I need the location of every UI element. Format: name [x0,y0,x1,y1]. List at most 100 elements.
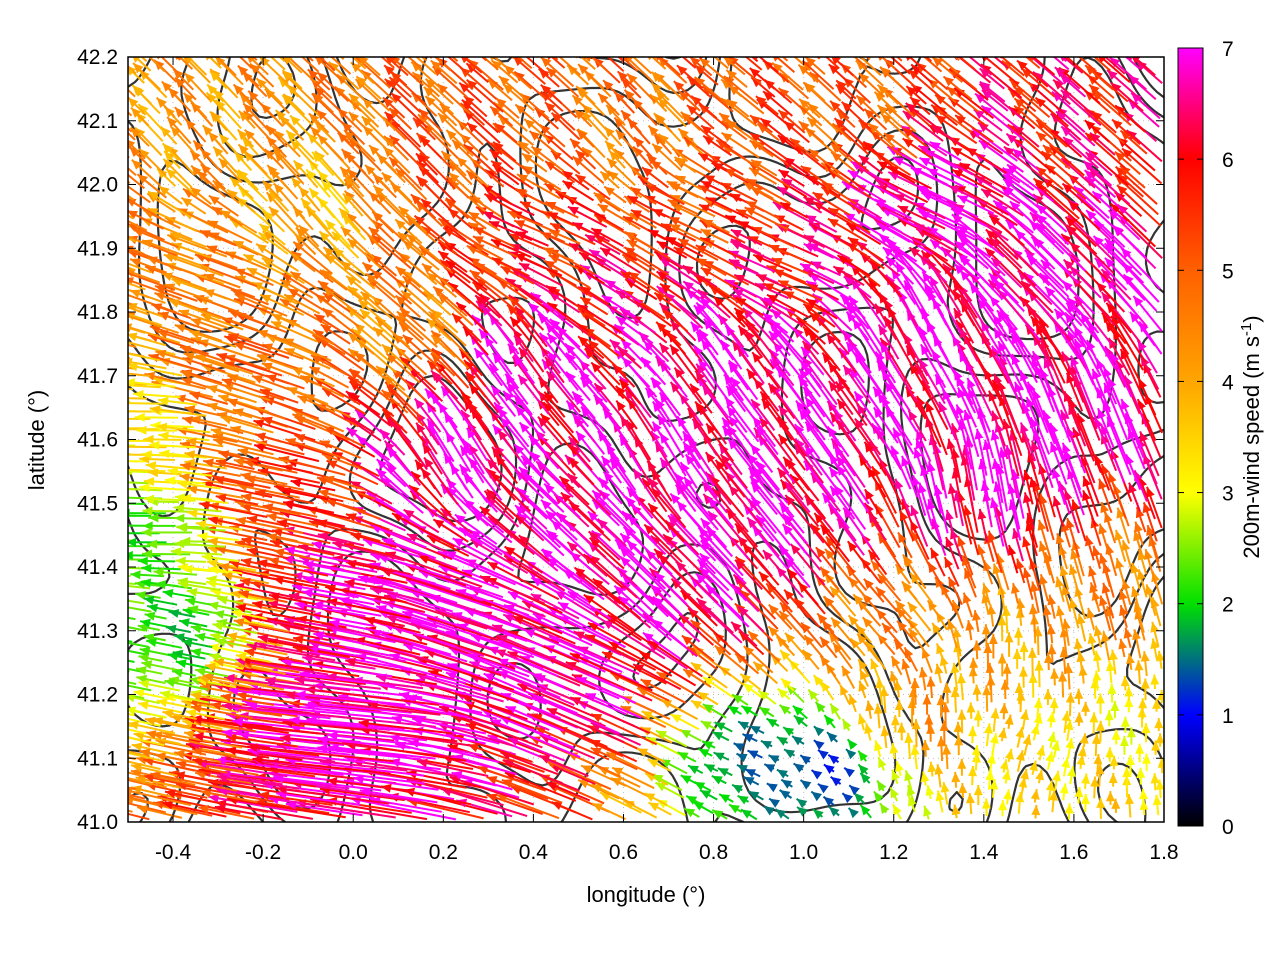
wind-vector-head [1124,697,1134,707]
wind-vector-head [902,581,912,592]
wind-vector-head [808,689,819,701]
wind-vector-head [1074,787,1084,798]
wind-vector-head [691,700,702,710]
wind-vector-head [364,616,376,626]
wind-vector-shaft [614,538,666,590]
wind-vector-head [133,731,145,741]
wind-vector-shaft [514,504,561,549]
wind-vector-head [731,621,742,633]
wind-vector-head [503,614,515,623]
wind-vector-head [592,803,604,812]
wind-vector-head [663,534,674,545]
wind-vector-head [569,502,580,513]
wind-vector-head [982,583,991,595]
wind-vector-head [85,468,95,477]
wind-vector-head [677,752,689,761]
wind-vector-shaft [198,768,316,788]
wind-vector-head [1002,663,1012,674]
wind-vector-head [75,397,85,406]
wind-vector-head [753,661,764,672]
wind-vector-head [1052,770,1061,782]
wind-vector-head [133,689,145,698]
wind-vector-head [1085,535,1094,547]
wind-vector-head [303,560,314,570]
wind-vector-shaft [200,769,283,786]
wind-vector-head [796,798,808,809]
wind-vector-head [170,547,182,557]
wind-vector-shaft [784,494,825,544]
wind-vector-shaft [584,633,657,671]
wind-vector-head [417,758,428,768]
wind-vector-head [1139,789,1149,800]
wind-vector-head [159,690,171,699]
wind-vector-shaft [426,616,499,642]
wind-vector-shaft [407,799,484,820]
wind-vector-head [733,574,744,585]
wind-vector-head [696,598,707,609]
wind-vector-shaft [310,798,428,821]
wind-vector-shaft [227,688,331,704]
wind-vector-head [780,479,791,491]
wind-vector-head [241,536,253,546]
wind-vector-head [391,715,403,725]
wind-vector-head [977,508,987,520]
wind-vector-head [81,713,92,722]
wind-vector-shaft [190,705,253,719]
wind-vector-head [813,809,824,820]
wind-vector-head [644,524,655,535]
wind-vector-head [732,784,743,794]
wind-vector-head [247,701,258,711]
wind-vector-head [165,624,177,634]
wind-vector-shaft [198,763,259,776]
wind-vector-head [150,771,162,780]
wind-vector-shaft [145,783,208,799]
wind-vector-head [1042,605,1052,616]
wind-vector-shaft [575,571,627,613]
wind-vector-head [918,482,927,494]
wind-vector-shaft [467,653,530,678]
wind-vector-head [842,665,851,677]
wind-vector-shaft [452,754,518,776]
wind-vector-head [181,638,193,648]
wind-vector-shaft [608,641,673,677]
wind-vector-head [1096,797,1106,808]
wind-vector-shaft [359,789,438,804]
wind-vector-shaft [697,526,744,577]
wind-vector-head [862,617,873,628]
wind-vector-shaft [162,801,227,818]
wind-vector-head [1111,798,1121,809]
wind-vector-head [792,736,803,746]
wind-vector-head [1030,789,1040,800]
wind-vector-head [240,557,252,567]
wind-vector-head [811,791,822,802]
wind-vector-head [735,653,746,664]
wind-vector-head [747,517,758,529]
wind-vector-shaft [294,678,381,690]
wind-vector-head [968,766,977,777]
wind-vector-head [128,681,129,685]
wind-vector-head [403,643,415,652]
wind-vector-shaft [601,651,667,685]
wind-vector-head [712,731,724,741]
wind-vector-head [240,577,251,587]
wind-vector-head [908,619,919,630]
wind-vector-head [644,793,656,802]
wind-vector-head [235,516,247,526]
wind-vector-head [953,721,963,732]
wind-vector-shaft [128,751,165,763]
wind-vector-head [973,710,983,721]
wind-vector-head [968,726,977,737]
wind-vector-head [269,592,280,602]
wind-vector-head [1058,671,1068,682]
wind-vector-head [128,705,129,707]
wind-vector-head [777,688,789,699]
wind-vector-head [1064,663,1074,674]
wind-vector-head [311,540,323,550]
wind-vector-shaft [375,675,452,692]
wind-vector-shaft [207,517,275,533]
wind-vector-head [581,765,593,774]
wind-vector-shaft [380,568,489,606]
wind-vector-head [460,694,472,703]
wind-vector-head [213,610,225,619]
wind-vector-head [1046,624,1056,635]
